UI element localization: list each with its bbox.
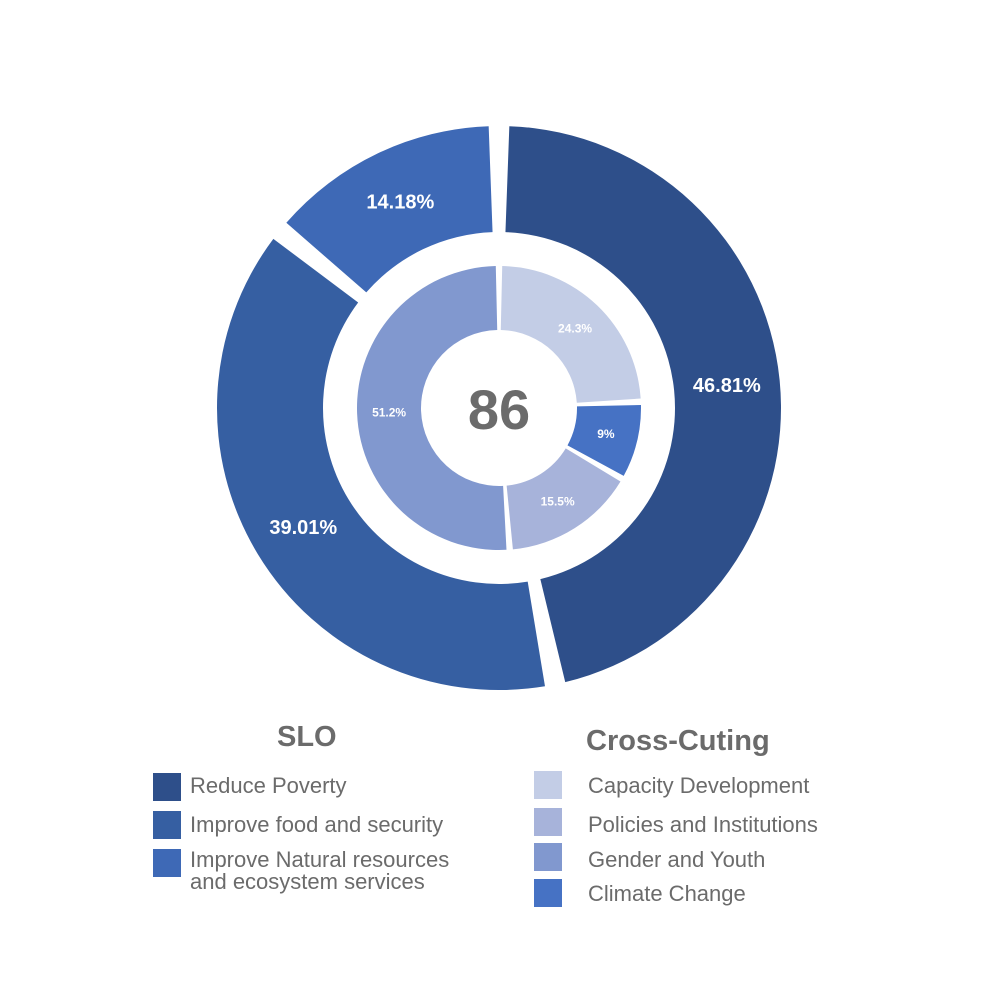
slice-label-improve-food-and-security: 39.01% [269,517,337,539]
slice-label-improve-natural-resources-and-ecosystem-services: 14.18% [366,191,434,213]
legend-title-cross-cutting: Cross-Cuting [586,725,770,757]
legend-label: Climate Change [588,881,746,906]
center-value: 86 [468,378,530,441]
outer-ring-slo: 46.81% 39.01% 14.18% [217,126,782,690]
slice-improve-food-and-security [217,238,545,690]
legend-label: Gender and Youth [588,847,766,872]
slice-capacity-development [500,266,641,403]
legend-swatch [534,879,562,907]
donut-chart: 46.81% 39.01% 14.18% 24.3% 9% 15.5% 51.2% 86 [217,126,782,690]
slice-gender-and-youth [356,266,507,550]
legend-swatch [534,808,562,836]
slice-climate-change [567,404,641,476]
legend-title-slo: SLO [277,721,337,753]
slice-label-policies-and-institutions: 15.5% [541,494,575,508]
legend-label: Improve food and security [190,812,444,837]
legend-swatch [153,849,181,877]
slice-label-gender-and-youth: 51.2% [372,405,406,419]
slice-label-climate-change: 9% [597,427,615,441]
legend-swatch [153,811,181,839]
legend-swatch [153,773,181,801]
slice-label-reduce-poverty: 46.81% [693,375,761,397]
slice-improve-natural-resources-and-ecosystem-services [286,126,493,293]
legend-label-line2: and ecosystem services [190,869,425,894]
legend-label: Improve Natural resources [190,847,450,872]
legend-swatch [534,843,562,871]
legend-label: Capacity Development [588,773,810,798]
slice-label-capacity-development: 24.3% [558,322,592,336]
legend-swatch [534,771,562,799]
slice-policies-and-institutions [506,448,621,550]
slice-reduce-poverty [505,126,782,683]
legend-label: Policies and Institutions [588,812,818,837]
inner-ring-cross-cutting: 24.3% 9% 15.5% 51.2% [356,266,641,550]
legend-label: Reduce Poverty [190,773,347,798]
